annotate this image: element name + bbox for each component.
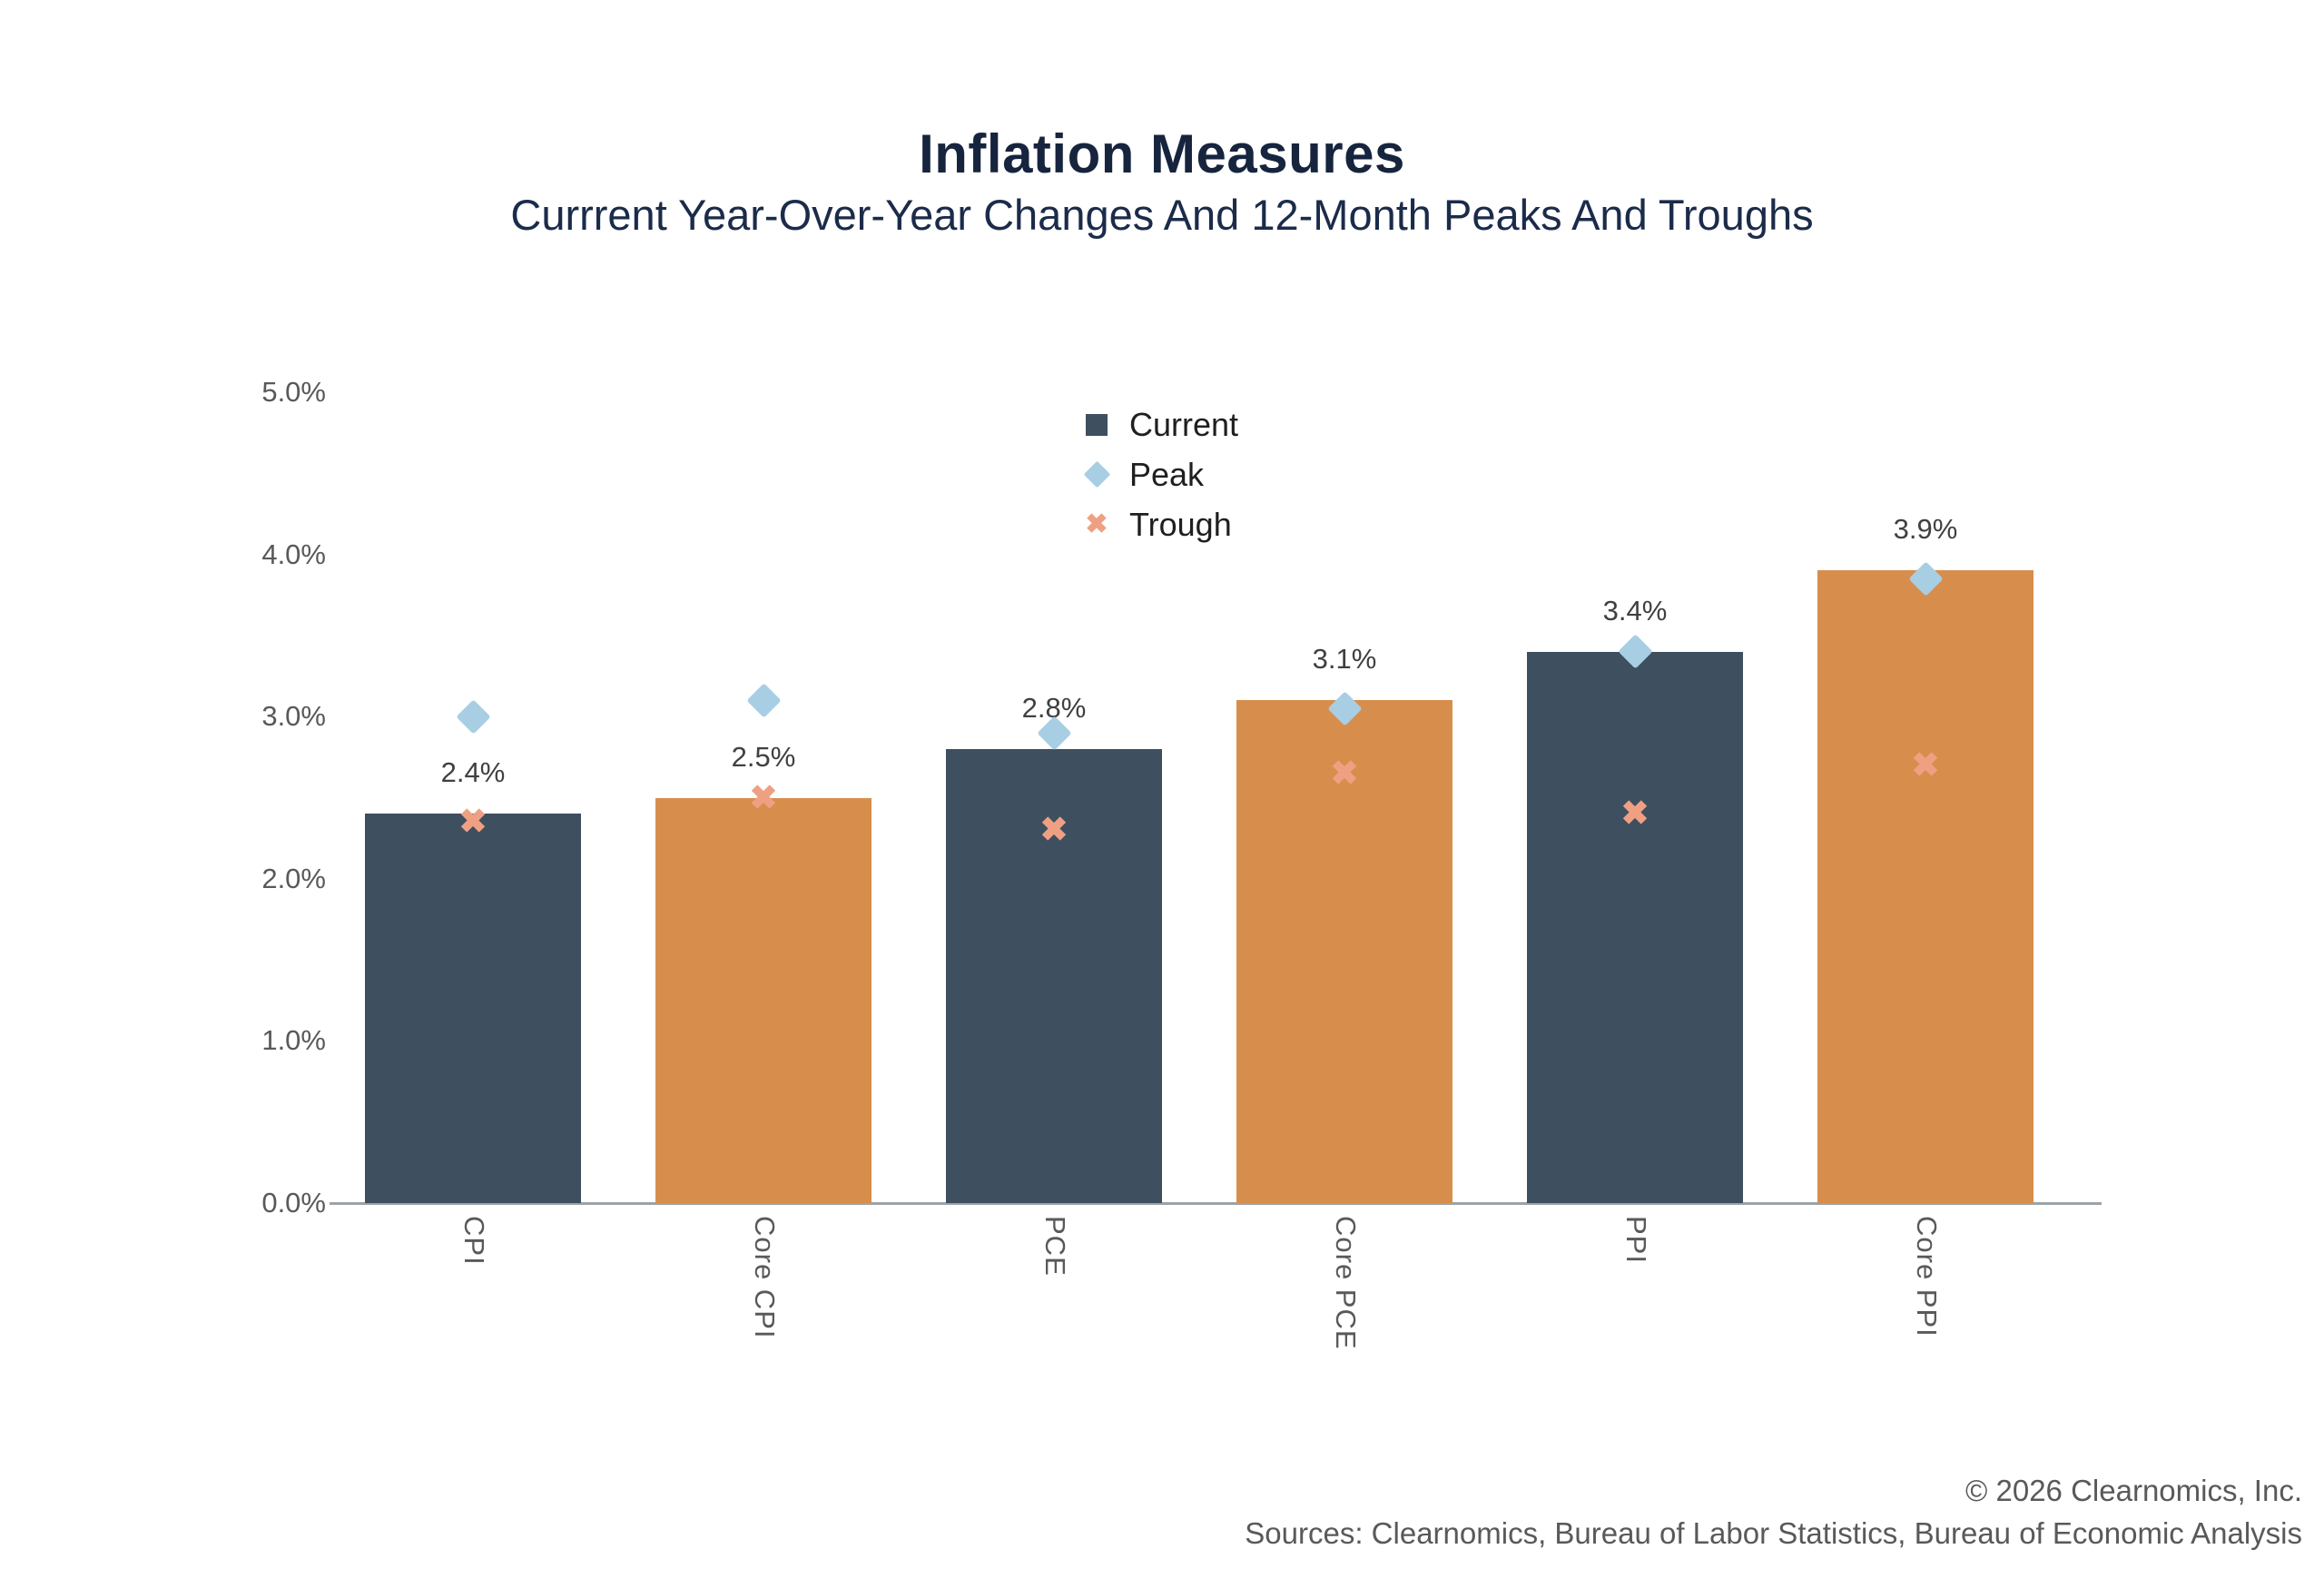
x-axis-label-core-cpi: Core CPI: [749, 1216, 781, 1339]
trough-marker-icon: ✖: [1911, 745, 1940, 784]
footer: © 2026 Clearnomics, Inc. Sources: Clearn…: [1245, 1469, 2302, 1554]
x-axis-label-core-ppi: Core PPI: [1911, 1216, 1943, 1337]
bar-core-cpi: [655, 797, 872, 1203]
sources-text: Sources: Clearnomics, Bureau of Labor St…: [1245, 1516, 2302, 1550]
bar-ppi: [1527, 651, 1743, 1203]
legend-item-trough: ✖ Trough: [1080, 499, 1238, 549]
x-axis-label-pce: PCE: [1039, 1216, 1071, 1277]
current-square-icon: [1080, 413, 1113, 436]
legend-item-peak: Peak: [1080, 449, 1238, 499]
x-axis-line: [330, 1202, 2102, 1205]
bar-value-label: 2.4%: [440, 756, 506, 789]
plot-area: Current Peak ✖ Trough 0.0% 1.0% 2.0% 3.0% 4.…: [261, 378, 2102, 1350]
bar-core-pce: [1236, 700, 1452, 1203]
peak-marker-icon: [455, 699, 491, 735]
y-axis-tick-label: 1.0%: [261, 1024, 326, 1057]
legend-label: Peak: [1129, 455, 1205, 493]
x-axis-label-ppi: PPI: [1620, 1216, 1652, 1264]
bar-value-label: 3.4%: [1602, 594, 1668, 627]
x-axis-label-cpi: CPI: [458, 1216, 490, 1266]
legend: Current Peak ✖ Trough: [1080, 400, 1238, 549]
trough-marker-icon: ✖: [1039, 811, 1068, 849]
bar-cpi: [365, 814, 581, 1203]
trough-marker-icon: ✖: [1330, 754, 1359, 792]
y-axis-tick-label: 3.0%: [261, 700, 326, 733]
bar-value-label: 3.1%: [1312, 643, 1377, 676]
chart-subtitle: Currrent Year-Over-Year Changes And 12-M…: [510, 191, 1814, 239]
chart-title: Inflation Measures: [919, 123, 1405, 184]
copyright-text: © 2026 Clearnomics, Inc.: [1965, 1474, 2302, 1507]
trough-marker-icon: ✖: [1620, 794, 1649, 833]
trough-x-icon: ✖: [1085, 508, 1108, 539]
bar-core-ppi: [1817, 570, 2034, 1203]
y-axis-tick-label: 2.0%: [261, 862, 326, 894]
x-axis-label-core-pce: Core PCE: [1330, 1216, 1362, 1350]
bar-value-label: 3.9%: [1893, 513, 1958, 546]
bar-pce: [946, 748, 1162, 1203]
legend-label: Current: [1129, 405, 1239, 443]
chart-header: Inflation Measures Currrent Year-Over-Ye…: [0, 125, 2324, 239]
peak-marker-icon: [745, 683, 782, 718]
peak-diamond-icon: [1080, 460, 1113, 488]
legend-label: Trough: [1129, 505, 1232, 543]
trough-marker-icon: ✖: [749, 778, 778, 816]
trough-marker-icon: ✖: [458, 803, 487, 841]
bar-value-label: 2.5%: [731, 740, 796, 773]
y-axis-tick-label: 0.0%: [261, 1187, 326, 1219]
y-axis-tick-label: 5.0%: [261, 376, 326, 408]
legend-item-current: Current: [1080, 400, 1238, 449]
y-axis-tick-label: 4.0%: [261, 538, 326, 570]
